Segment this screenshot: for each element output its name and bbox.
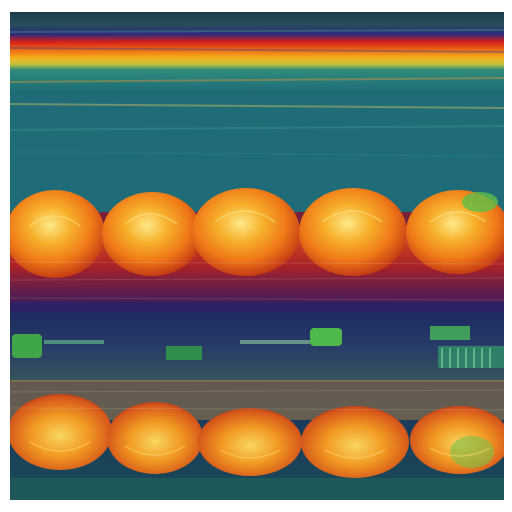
- painting-canvas: [10, 12, 504, 500]
- orb-row-top: [10, 188, 504, 278]
- shoreline-accents: [12, 326, 504, 368]
- abstract-sunset-painting: [10, 12, 504, 500]
- orb-row-reflection: [10, 394, 504, 478]
